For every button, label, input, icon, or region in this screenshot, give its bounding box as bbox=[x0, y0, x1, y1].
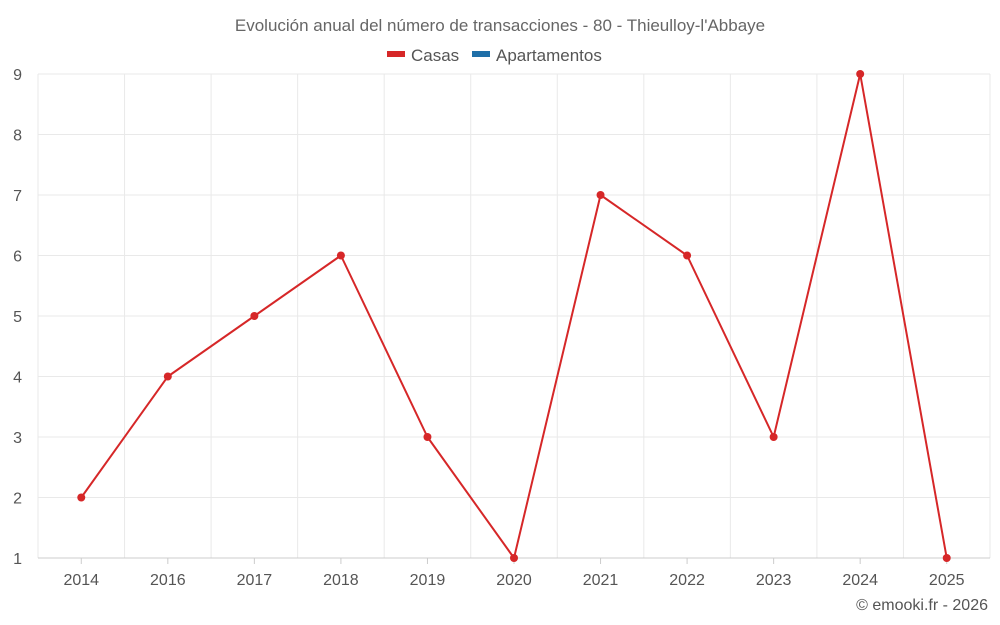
x-tick-label: 2017 bbox=[237, 572, 273, 589]
series-casas bbox=[77, 70, 951, 562]
data-point[interactable] bbox=[683, 251, 692, 260]
y-tick-label: 4 bbox=[13, 370, 22, 387]
y-tick-label: 6 bbox=[13, 249, 22, 266]
x-tick-label: 2024 bbox=[842, 572, 878, 589]
data-point[interactable] bbox=[423, 433, 432, 441]
legend: Casas Apartamentos bbox=[387, 46, 602, 65]
x-tick-label: 2016 bbox=[150, 572, 186, 589]
chart-title: Evolución anual del número de transaccio… bbox=[235, 16, 765, 35]
legend-swatch-apartamentos bbox=[472, 51, 490, 57]
x-tick-label: 2022 bbox=[669, 572, 705, 589]
x-tick-label: 2020 bbox=[496, 572, 532, 589]
y-tick-label: 8 bbox=[13, 128, 22, 145]
x-tick-label: 2021 bbox=[583, 572, 619, 589]
grid bbox=[37, 73, 991, 558]
legend-label-casas: Casas bbox=[411, 46, 459, 65]
data-point[interactable] bbox=[856, 70, 865, 78]
credit-text: © emooki.fr - 2026 bbox=[856, 597, 988, 614]
x-tick-label: 2019 bbox=[410, 572, 446, 589]
y-tick-label: 2 bbox=[13, 491, 22, 508]
data-point[interactable] bbox=[596, 191, 605, 199]
y-tick-label: 3 bbox=[13, 430, 22, 447]
legend-swatch-casas bbox=[387, 51, 405, 57]
data-point[interactable] bbox=[942, 554, 951, 562]
x-tick-label: 2023 bbox=[756, 572, 792, 589]
x-tick-label: 2018 bbox=[323, 572, 359, 589]
x-tick-label: 2014 bbox=[63, 572, 99, 589]
x-tick-label: 2025 bbox=[929, 572, 965, 589]
data-point[interactable] bbox=[250, 312, 259, 320]
y-tick-label: 7 bbox=[13, 188, 22, 205]
axes: 1 2 3 4 5 6 7 8 9 2014 2016 2017 2018 2019 2020 2021 202… bbox=[13, 67, 990, 589]
y-tick-label: 9 bbox=[13, 67, 22, 84]
legend-item-casas[interactable]: Casas bbox=[387, 46, 459, 65]
y-tick-label: 1 bbox=[13, 551, 22, 568]
legend-item-apartamentos[interactable]: Apartamentos bbox=[472, 46, 602, 65]
data-point[interactable] bbox=[163, 372, 172, 381]
data-point[interactable] bbox=[77, 493, 86, 502]
data-point[interactable] bbox=[510, 554, 518, 562]
y-tick-label: 5 bbox=[13, 309, 22, 326]
legend-label-apartamentos: Apartamentos bbox=[496, 46, 602, 65]
data-point[interactable] bbox=[769, 433, 778, 441]
data-point[interactable] bbox=[336, 251, 345, 260]
